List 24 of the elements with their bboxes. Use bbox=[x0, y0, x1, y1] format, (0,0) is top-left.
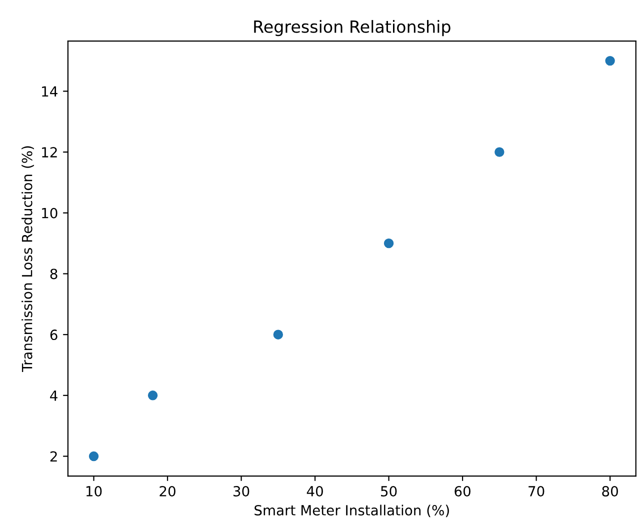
x-tick-label: 50 bbox=[381, 486, 397, 497]
y-tick-label: 8 bbox=[50, 268, 58, 280]
x-tick-label: 70 bbox=[528, 486, 544, 497]
y-tick-label: 6 bbox=[50, 330, 58, 340]
x-tick-label: 20 bbox=[160, 486, 176, 497]
point bbox=[88, 451, 99, 462]
y-tick-label: 14 bbox=[42, 86, 58, 96]
point bbox=[605, 56, 615, 66]
y-tick-label: 4 bbox=[50, 390, 58, 401]
chart-title: Regression Relationship bbox=[254, 20, 450, 36]
x-tick-label: 10 bbox=[86, 486, 102, 497]
x-axis-title: Smart Meter Installation (%) bbox=[254, 504, 449, 518]
y-tick-label: 2 bbox=[50, 451, 57, 462]
x-tick-label: 30 bbox=[233, 486, 250, 497]
x-tick-label: 60 bbox=[454, 486, 470, 497]
point bbox=[384, 238, 394, 248]
point bbox=[148, 390, 158, 400]
y-axis-title: Transmission Loss Reduction (%) bbox=[22, 146, 34, 372]
point bbox=[273, 330, 284, 340]
x-tick-label: 80 bbox=[602, 486, 618, 497]
y-tick-label: 10 bbox=[42, 208, 58, 218]
y-tick-label: 12 bbox=[42, 147, 57, 158]
x-tick-label: 40 bbox=[306, 486, 323, 497]
point bbox=[494, 147, 504, 157]
